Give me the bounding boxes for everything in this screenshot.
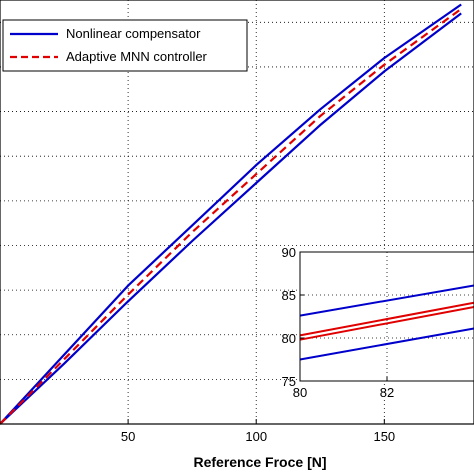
inset-plot-series [299,284,474,361]
main-series-line-0 [0,3,462,425]
inset-plot-grid [300,252,474,381]
inset-x-tick-label-1: 82 [380,385,394,400]
main-series-line-1 [0,12,462,425]
inset-series-line-3 [299,327,474,361]
legend: Nonlinear compensator Adaptive MNN contr… [2,19,248,72]
legend-label-adaptive-mnn-controller: Adaptive MNN controller [66,49,208,64]
main-plot-frame [0,0,474,425]
inset-y-tick-label-1: 80 [282,331,296,346]
inset-y-tick-label-2: 85 [282,288,296,303]
main-x-axis-ticks: 50 100 150 [121,419,395,444]
inset-series-line-2 [299,306,474,341]
main-series-line-2 [0,8,462,425]
legend-label-nonlinear-compensator: Nonlinear compensator [66,26,201,41]
main-x-tick-label-1: 100 [245,429,267,444]
main-plot-grid [0,0,474,424]
main-plot-series [0,3,462,425]
main-x-tick-label-0: 50 [121,429,135,444]
inset-series-line-1 [299,301,474,337]
inset-y-tick-label-3: 90 [282,245,296,260]
inset-y-tick-label-0: 75 [282,374,296,389]
inset-x-tick-label-0: 80 [293,385,307,400]
x-axis-label: Reference Froce [N] [193,454,326,470]
main-x-tick-label-2: 150 [373,429,395,444]
legend-box [2,19,248,72]
inset-series-line-0 [299,284,474,317]
